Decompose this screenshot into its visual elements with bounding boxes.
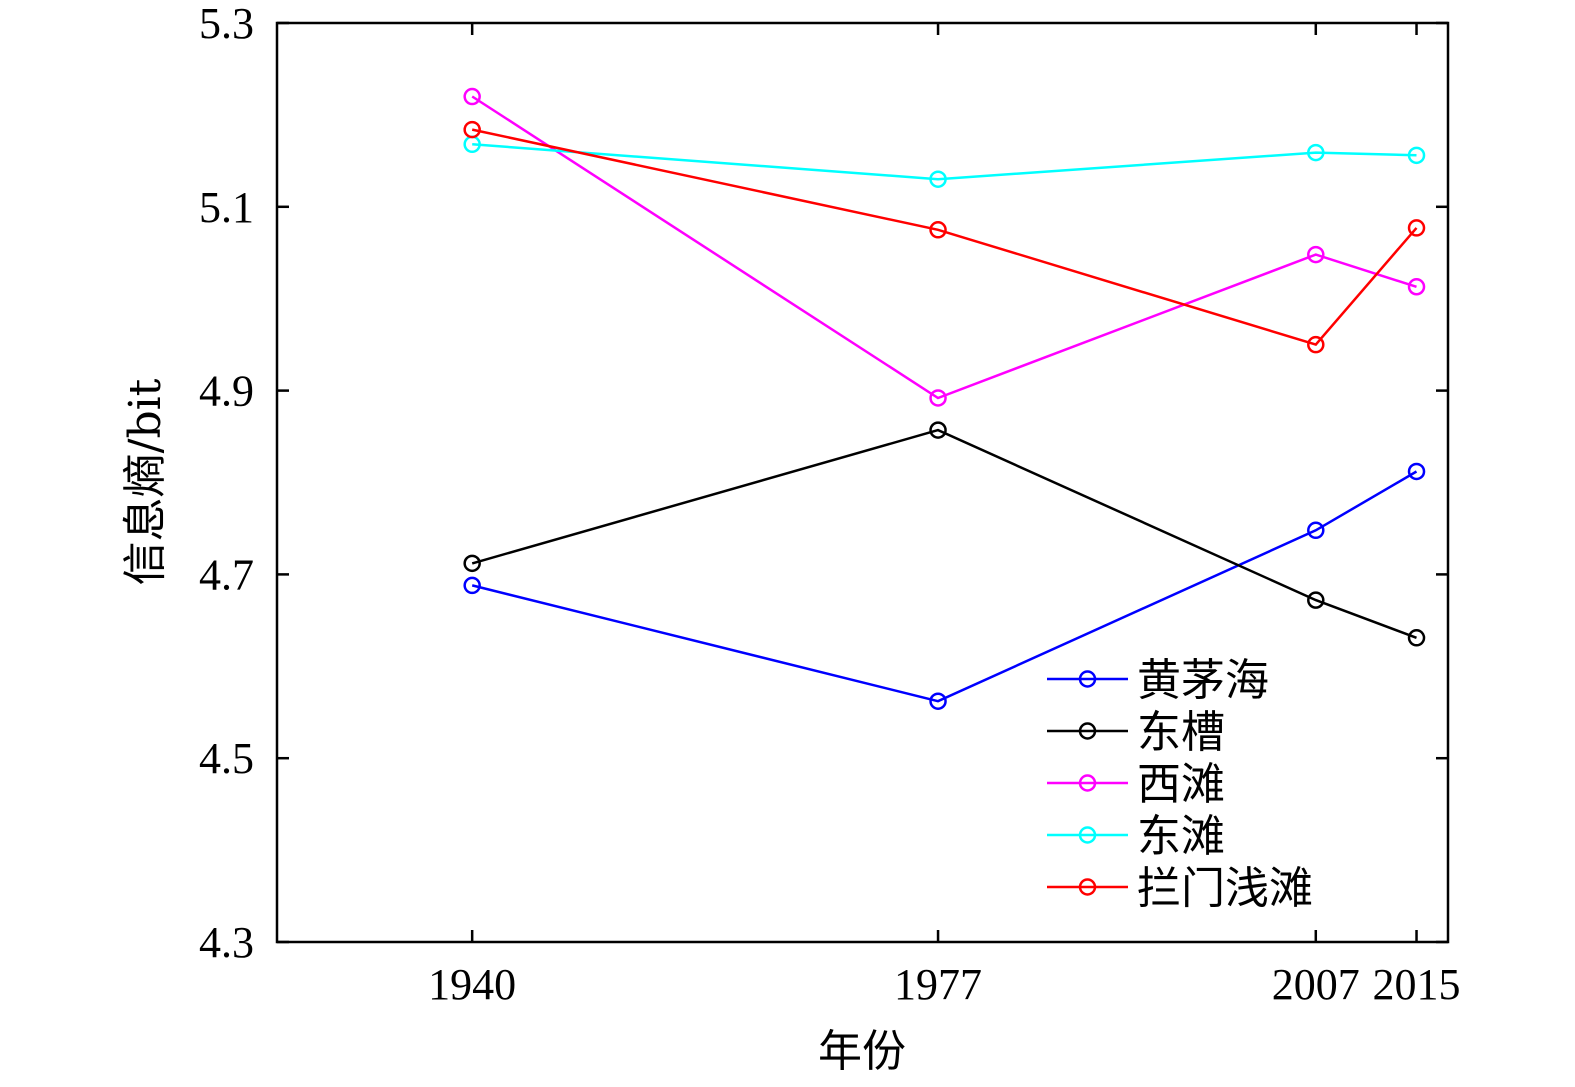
- legend-swatch-marker: [1078, 722, 1097, 740]
- x-tick-label: 2007: [1272, 960, 1360, 1009]
- series-line: [471, 95, 1417, 400]
- data-point: [1407, 629, 1426, 647]
- x-tick-label: 1977: [894, 960, 982, 1009]
- data-point: [463, 576, 481, 595]
- series-line: [471, 128, 1418, 347]
- data-point: [1307, 143, 1325, 162]
- data-point: [929, 221, 947, 239]
- data-point: [1307, 245, 1325, 264]
- data-point: [1307, 521, 1325, 540]
- legend-swatch-marker: [1078, 774, 1097, 792]
- y-tick-label: 5.3: [199, 0, 254, 48]
- data-point: [1407, 462, 1426, 481]
- data-point: [1407, 219, 1426, 237]
- series-line: [471, 470, 1418, 703]
- data-point: [1307, 335, 1325, 354]
- legend-label: 东滩: [1137, 811, 1225, 862]
- x-axis-ticks: 1940 1977 2007 2015: [428, 23, 1461, 1009]
- x-tick-label: 1940: [428, 960, 516, 1009]
- legend-swatch-marker: [1078, 826, 1097, 844]
- data-point: [1407, 146, 1426, 165]
- legend-swatch-marker: [1078, 878, 1097, 896]
- data-point: [929, 170, 947, 188]
- y-axis-title: 信息熵/bit: [120, 378, 171, 585]
- data-point: [929, 421, 947, 439]
- series-line: [472, 143, 1417, 181]
- data-point: [463, 120, 481, 139]
- data-point: [1407, 278, 1426, 296]
- x-axis-title: 年份: [818, 1026, 906, 1077]
- legend-label: 东槽: [1137, 707, 1225, 758]
- legend-swatch-marker: [1078, 670, 1097, 688]
- data-point: [463, 87, 481, 106]
- series-layer: [463, 87, 1426, 710]
- y-tick-label: 4.7: [199, 550, 254, 599]
- legend-label: 拦门浅滩: [1137, 863, 1313, 914]
- y-tick-label: 5.1: [199, 183, 254, 232]
- legend-label: 黄茅海: [1137, 655, 1269, 706]
- legend-label: 西滩: [1137, 759, 1225, 810]
- y-axis-ticks: 4.3 4.5 4.7 4.9 5.1 5.3: [199, 0, 1448, 967]
- y-tick-label: 4.9: [199, 367, 254, 416]
- y-tick-label: 4.5: [199, 734, 254, 783]
- data-point: [929, 389, 947, 407]
- data-point: [1307, 591, 1325, 609]
- data-point: [929, 692, 947, 710]
- series-line: [471, 428, 1417, 639]
- plot-frame: [275, 21, 1450, 944]
- y-tick-label: 4.3: [199, 918, 254, 967]
- x-tick-label: 2015: [1373, 960, 1461, 1009]
- data-point: [463, 554, 481, 573]
